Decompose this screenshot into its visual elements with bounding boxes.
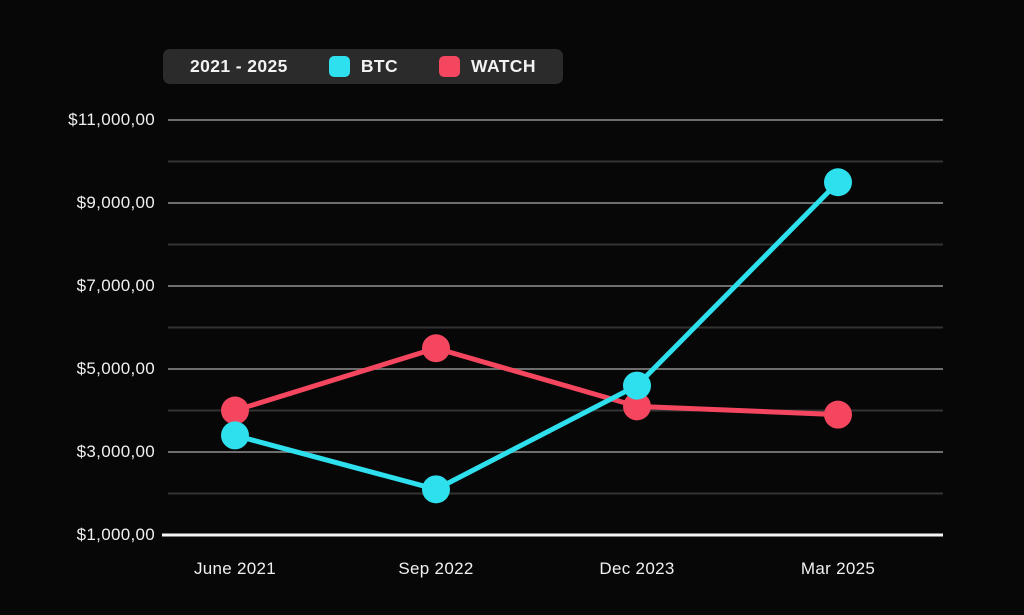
y-tick-label: $11,000,00 xyxy=(68,110,155,129)
data-point-watch-3 xyxy=(824,400,852,429)
legend-item-btc: BTC xyxy=(328,56,398,77)
y-tick-label: $5,000,00 xyxy=(76,359,155,378)
x-tick-label: Dec 2023 xyxy=(599,559,675,578)
x-tick-label: Mar 2025 xyxy=(800,559,876,578)
y-tick-label: $3,000,00 xyxy=(76,442,155,461)
data-point-btc-1 xyxy=(422,475,450,504)
legend-item-watch: WATCH xyxy=(439,56,536,77)
data-point-watch-0 xyxy=(221,396,249,425)
x-tick-label: Sep 2022 xyxy=(398,559,474,578)
chart-legend: 2021 - 2025 BTC WATCH xyxy=(163,49,563,84)
data-point-watch-2 xyxy=(623,392,651,421)
data-point-btc-2 xyxy=(623,371,651,400)
legend-item-btc-label: BTC xyxy=(360,56,398,76)
series-line-btc xyxy=(232,179,841,492)
series-line-watch xyxy=(232,345,841,418)
x-tick-label: June 2021 xyxy=(193,559,277,578)
y-tick-label: $7,000,00 xyxy=(76,276,155,295)
y-tick-label: $1,000,00 xyxy=(76,525,155,544)
data-point-btc-0 xyxy=(221,421,249,450)
legend-item-watch-label: WATCH xyxy=(471,56,536,76)
watch-color-swatch xyxy=(439,56,460,77)
legend-period-label: 2021 - 2025 xyxy=(190,56,288,76)
data-point-btc-3 xyxy=(824,168,852,197)
data-point-watch-1 xyxy=(422,334,450,363)
btc-color-swatch xyxy=(328,56,350,77)
y-tick-label: $9,000,00 xyxy=(76,193,155,212)
